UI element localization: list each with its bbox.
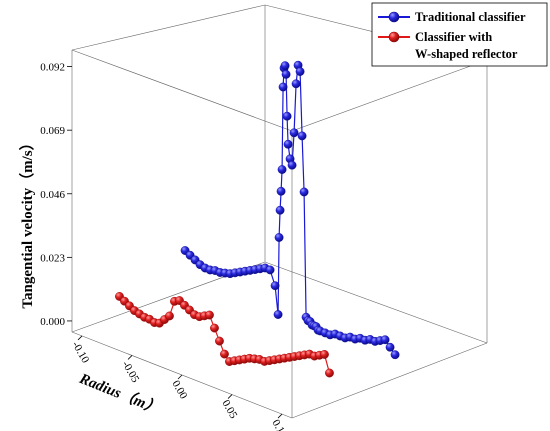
data-point: [220, 349, 229, 359]
box-edge: [71, 49, 293, 132]
data-point: [295, 67, 305, 76]
x-tick-label: -0.05: [119, 359, 141, 385]
data-point: [265, 265, 275, 275]
series-wshaped: [115, 292, 334, 378]
box-edge: [264, 261, 488, 344]
legend-label-wshaped: Classifier with W-shaped reflector: [415, 30, 518, 61]
data-point: [297, 131, 307, 141]
data-point: [280, 61, 290, 71]
x-tick-label: 0.00: [169, 379, 189, 402]
x-axis-label: Radius（m）: [76, 369, 163, 418]
x-tick-mark: [127, 355, 133, 360]
data-point: [281, 69, 291, 79]
legend-box: [371, 2, 548, 67]
data-point: [278, 82, 288, 92]
data-point: [273, 310, 283, 319]
box-edge: [291, 59, 488, 132]
box-edge: [291, 342, 488, 419]
data-point: [274, 233, 284, 242]
y-tick-label: 0.092: [40, 62, 65, 74]
data-point: [277, 165, 287, 174]
y-tick-layer: 0.000 0.023 0.046 0.069 0.092: [40, 62, 72, 328]
data-point: [325, 368, 334, 378]
data-point: [210, 323, 219, 333]
y-tick-label: 0.023: [40, 252, 65, 264]
data-point: [291, 79, 301, 89]
data-point: [385, 342, 395, 352]
data-point: [275, 205, 285, 215]
x-tick-mark: [277, 413, 283, 419]
data-point: [320, 350, 329, 359]
axes-box: [71, 4, 488, 419]
legend-marker-wshaped: [388, 31, 400, 43]
data-point: [205, 310, 214, 320]
series-line: [119, 296, 331, 374]
data-point: [165, 311, 174, 321]
x-tick-label: -0.10: [69, 339, 91, 365]
data-point: [380, 335, 390, 345]
y-axis-label: Tangential velocity（m/s）: [18, 135, 36, 308]
x-tick-label: 0.05: [219, 398, 239, 421]
data-point: [283, 139, 293, 149]
y-tick-label: 0.069: [40, 125, 65, 137]
data-point: [390, 350, 400, 360]
data-point: [287, 160, 297, 170]
series-layer: [115, 60, 400, 378]
legend-label-traditional: Traditional classifier: [415, 10, 526, 24]
data-point: [276, 186, 286, 196]
box-edge: [71, 4, 266, 51]
x-tick-mark: [77, 335, 83, 341]
x-tick-label: 0.10: [269, 418, 289, 431]
data-point: [282, 111, 292, 121]
data-point: [299, 187, 309, 197]
y-tick-label: 0.000: [40, 316, 65, 328]
legend: Traditional classifier Classifier with W…: [371, 2, 548, 67]
data-point: [270, 281, 280, 291]
data-point: [215, 336, 224, 346]
x-tick-mark: [227, 394, 233, 399]
series-traditional: [180, 60, 400, 360]
data-point: [289, 128, 299, 138]
y-tick-label: 0.046: [40, 189, 65, 201]
x-tick-mark: [177, 374, 183, 380]
legend-marker-traditional: [388, 11, 400, 23]
series-line: [184, 63, 396, 356]
